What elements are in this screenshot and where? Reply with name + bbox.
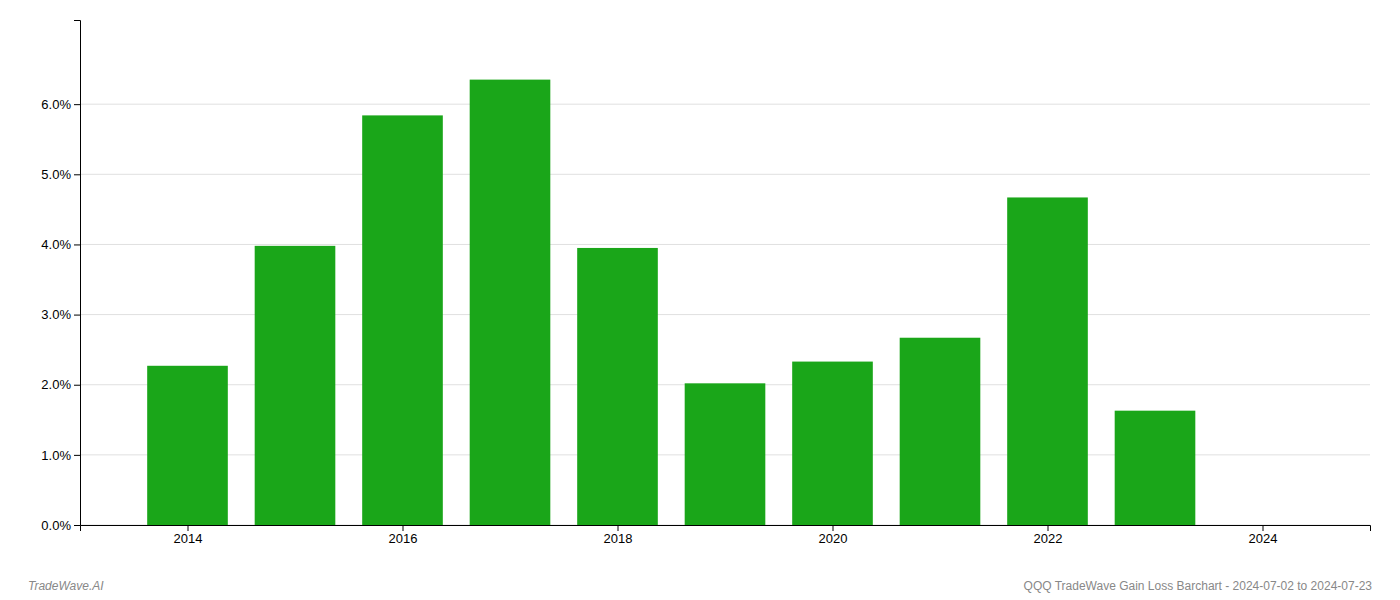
tick-label: 5.0% — [41, 167, 71, 182]
tick-mark — [1263, 525, 1264, 531]
axis-line — [74, 21, 81, 526]
grid — [80, 104, 1370, 525]
bars — [147, 80, 1195, 525]
tick-mark — [188, 525, 189, 531]
tick-mark — [74, 174, 80, 175]
tick-mark — [74, 525, 80, 526]
bar — [1115, 411, 1196, 525]
tick-label: 2016 — [389, 531, 418, 546]
tick-mark — [74, 385, 80, 386]
tick-label: 3.0% — [41, 307, 71, 322]
tick: 3.0% — [41, 307, 80, 322]
tick: 5.0% — [41, 167, 80, 182]
x-axis: 2014 2016 2018 2020 2022 2024 — [81, 525, 1371, 546]
tick: 4.0% — [41, 237, 80, 252]
tick-mark — [1048, 525, 1049, 531]
tick-label: 2.0% — [41, 377, 71, 392]
tick-mark — [74, 455, 80, 456]
bar — [147, 366, 228, 525]
grid-line — [80, 244, 1370, 245]
tick-label: 0.0% — [41, 518, 71, 533]
bar — [900, 338, 981, 525]
tick-label: 4.0% — [41, 237, 71, 252]
tick: 0.0% — [41, 518, 80, 533]
plot: 0.0% 1.0% 2.0% 3.0% 4.0% 5.0% 6.0% 2014 2016 2018… — [41, 21, 1370, 547]
bar — [577, 248, 658, 525]
footer-right: QQQ TradeWave Gain Loss Barchart - 2024-… — [1024, 579, 1373, 593]
axis-line — [81, 526, 1371, 532]
tick: 2018 — [604, 525, 633, 546]
tick-mark — [74, 104, 80, 105]
grid-line — [80, 174, 1370, 175]
tick-mark — [74, 244, 80, 245]
tick: 1.0% — [41, 448, 80, 463]
y-axis: 0.0% 1.0% 2.0% 3.0% 4.0% 5.0% 6.0% — [41, 21, 80, 533]
grid-line — [80, 104, 1370, 105]
tick-label: 1.0% — [41, 448, 71, 463]
tick-mark — [618, 525, 619, 531]
tick-label: 2022 — [1034, 531, 1063, 546]
tick-label: 2020 — [819, 531, 848, 546]
tick-label: 2014 — [174, 531, 203, 546]
tick: 2020 — [819, 525, 848, 546]
tick-label: 6.0% — [41, 97, 71, 112]
bar — [685, 383, 766, 525]
bar — [362, 115, 443, 525]
bar — [255, 246, 336, 525]
tick-mark — [833, 525, 834, 531]
tick-mark — [74, 315, 80, 316]
tick-mark — [403, 525, 404, 531]
tick: 2022 — [1034, 525, 1063, 546]
tick: 2016 — [389, 525, 418, 546]
bar — [792, 362, 873, 525]
footer-left: TradeWave.AI — [28, 579, 104, 593]
tick: 2024 — [1249, 525, 1278, 546]
tick: 2.0% — [41, 377, 80, 392]
tick: 2014 — [174, 525, 203, 546]
bar — [470, 80, 551, 525]
tick-label: 2024 — [1249, 531, 1278, 546]
bar — [1007, 197, 1088, 525]
chart: 0.0% 1.0% 2.0% 3.0% 4.0% 5.0% 6.0% 2014 2016 2018… — [0, 0, 1400, 600]
tick-label: 2018 — [604, 531, 633, 546]
tick: 6.0% — [41, 97, 80, 112]
